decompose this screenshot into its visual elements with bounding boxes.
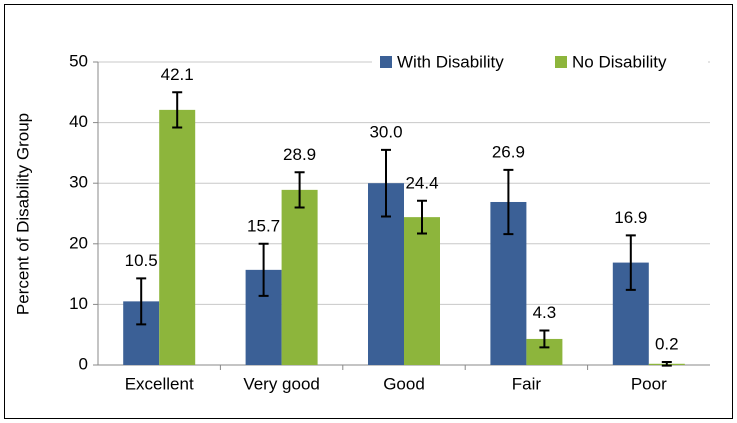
y-tick-label: 50 — [69, 51, 88, 70]
legend-label: With Disability — [397, 52, 504, 71]
data-label: 16.9 — [614, 208, 647, 227]
error-bar — [172, 91, 183, 129]
data-label: 28.9 — [283, 145, 316, 164]
bar — [159, 109, 196, 366]
data-label: 15.7 — [247, 216, 280, 235]
y-tick-label: 0 — [79, 354, 88, 373]
error-bar — [381, 148, 391, 218]
error-bar — [661, 360, 672, 367]
data-label: 10.5 — [125, 251, 158, 270]
x-tick-label: Excellent — [125, 374, 194, 393]
error-bar — [136, 277, 147, 326]
data-label: 42.1 — [161, 65, 194, 84]
error-bar — [503, 168, 514, 236]
error-bar — [539, 329, 550, 349]
bar — [281, 189, 318, 365]
y-tick-label: 10 — [69, 294, 88, 313]
error-bar — [625, 234, 636, 291]
data-label: 4.3 — [533, 303, 557, 322]
error-bar — [294, 171, 305, 209]
legend-label: No Disability — [572, 52, 667, 71]
error-bar — [417, 199, 427, 235]
data-label: 26.9 — [492, 142, 525, 161]
data-label: 30.0 — [369, 122, 402, 141]
x-tick-label: Poor — [631, 374, 667, 393]
data-label: 0.2 — [655, 334, 679, 353]
x-tick-label: Good — [383, 374, 425, 393]
y-axis-title: Percent of Disability Group — [13, 113, 32, 315]
y-tick-label: 20 — [69, 233, 88, 252]
bar — [404, 217, 440, 365]
x-tick-label: Very good — [243, 374, 320, 393]
data-label: 24.4 — [405, 173, 438, 192]
y-tick-label: 40 — [69, 112, 88, 131]
legend-swatch — [555, 56, 567, 68]
x-tick-label: Fair — [512, 374, 542, 393]
error-bar — [258, 242, 269, 297]
legend-background — [372, 50, 708, 76]
legend-swatch — [380, 56, 392, 68]
y-tick-label: 30 — [69, 173, 88, 192]
